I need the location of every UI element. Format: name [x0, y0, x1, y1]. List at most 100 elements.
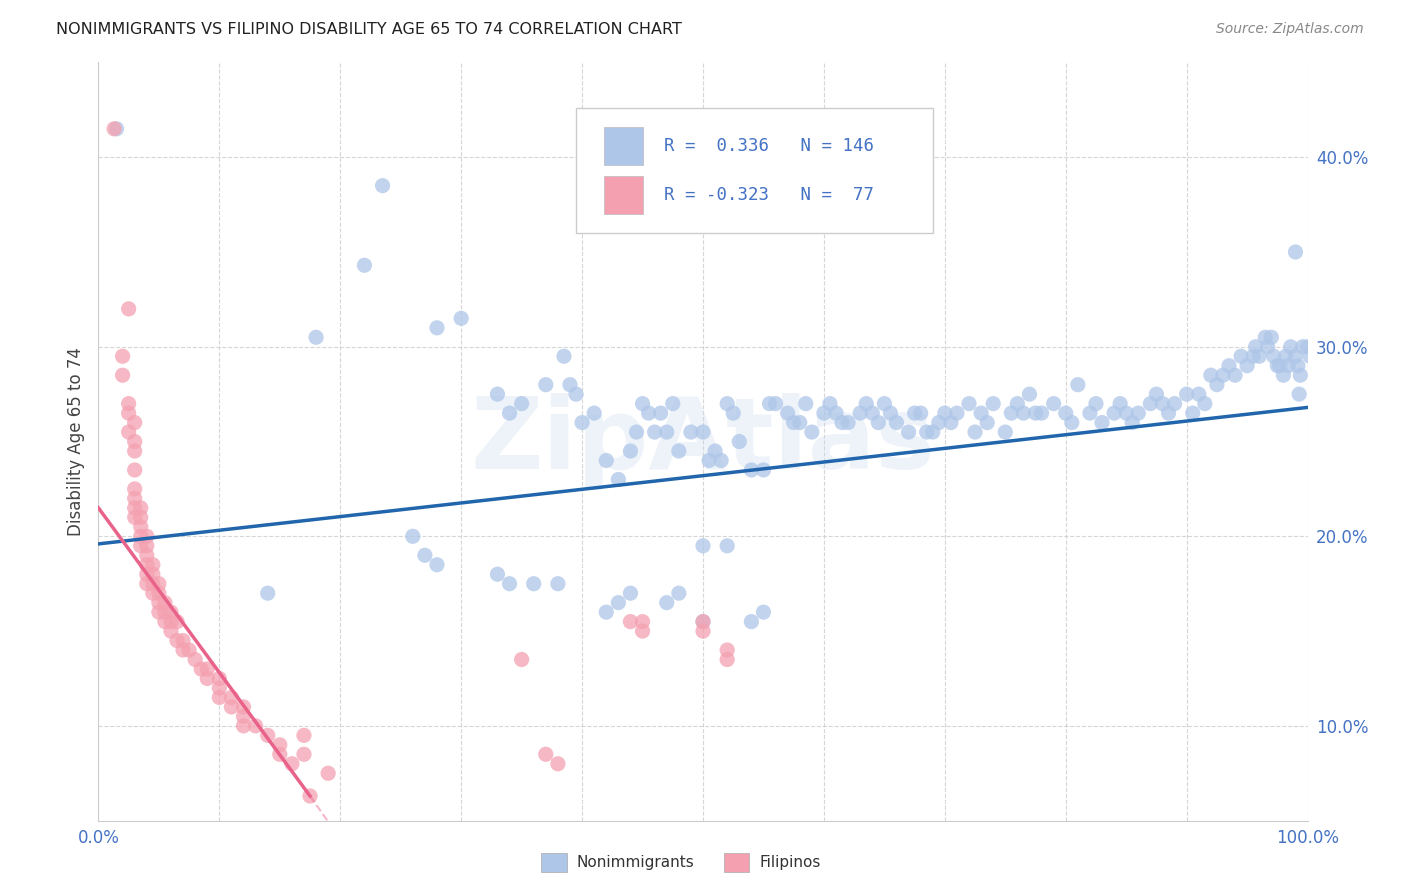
Point — [758, 396, 780, 410]
Point — [1289, 368, 1312, 383]
Point — [631, 624, 654, 639]
Point — [1296, 340, 1319, 354]
Point — [148, 576, 170, 591]
Point — [825, 406, 848, 420]
Point — [607, 596, 630, 610]
Point — [1236, 359, 1258, 373]
Point — [256, 728, 278, 742]
Point — [1279, 340, 1302, 354]
Bar — [603, 176, 643, 214]
Point — [946, 406, 969, 420]
Point — [135, 558, 157, 572]
Point — [1292, 340, 1315, 354]
Point — [269, 738, 291, 752]
Point — [221, 690, 243, 705]
Point — [118, 301, 141, 316]
Point — [160, 615, 183, 629]
Point — [1267, 359, 1289, 373]
Point — [1286, 359, 1309, 373]
Text: Source: ZipAtlas.com: Source: ZipAtlas.com — [1216, 22, 1364, 37]
Point — [124, 463, 146, 477]
Point — [153, 605, 176, 619]
Text: Filipinos: Filipinos — [759, 855, 821, 870]
Point — [1115, 406, 1137, 420]
Point — [124, 444, 146, 458]
Point — [179, 643, 201, 657]
Point — [190, 662, 212, 676]
Point — [1288, 387, 1310, 401]
Point — [371, 178, 394, 193]
Point — [1054, 406, 1077, 420]
Point — [571, 416, 593, 430]
Point — [1109, 396, 1132, 410]
Point — [208, 672, 231, 686]
Point — [353, 258, 375, 272]
Y-axis label: Disability Age 65 to 74: Disability Age 65 to 74 — [66, 347, 84, 536]
Point — [160, 624, 183, 639]
Point — [619, 586, 641, 600]
Point — [776, 406, 799, 420]
Point — [800, 425, 823, 439]
Point — [129, 500, 152, 515]
Point — [716, 396, 738, 410]
Point — [1241, 349, 1264, 363]
Point — [644, 425, 666, 439]
Point — [765, 396, 787, 410]
Point — [1031, 406, 1053, 420]
Point — [534, 377, 557, 392]
Point — [1042, 396, 1064, 410]
Point — [1194, 396, 1216, 410]
Point — [129, 510, 152, 524]
Point — [655, 425, 678, 439]
Point — [129, 529, 152, 543]
Point — [256, 586, 278, 600]
Point — [697, 453, 720, 467]
Point — [402, 529, 425, 543]
Point — [124, 491, 146, 506]
Point — [498, 406, 520, 420]
Point — [534, 747, 557, 762]
Point — [1067, 377, 1090, 392]
Point — [450, 311, 472, 326]
FancyBboxPatch shape — [576, 108, 932, 233]
Point — [740, 615, 762, 629]
Point — [1024, 406, 1046, 420]
Point — [1163, 396, 1185, 410]
Point — [692, 615, 714, 629]
Point — [105, 121, 128, 136]
Point — [970, 406, 993, 420]
Point — [553, 349, 575, 363]
Point — [655, 596, 678, 610]
Point — [740, 463, 762, 477]
Point — [172, 643, 194, 657]
Point — [716, 652, 738, 666]
Point — [208, 681, 231, 695]
Point — [1223, 368, 1246, 383]
Point — [915, 425, 938, 439]
Point — [510, 396, 533, 410]
Point — [904, 406, 927, 420]
Point — [1146, 387, 1168, 401]
Point — [292, 728, 315, 742]
Point — [221, 699, 243, 714]
Point — [1152, 396, 1174, 410]
Point — [692, 615, 714, 629]
Point — [118, 425, 141, 439]
Point — [1181, 406, 1204, 420]
Point — [299, 789, 322, 803]
Point — [232, 719, 254, 733]
Point — [619, 615, 641, 629]
Point — [752, 463, 775, 477]
Point — [595, 605, 617, 619]
Point — [142, 567, 165, 582]
Point — [886, 416, 908, 430]
Point — [704, 444, 727, 458]
Point — [135, 567, 157, 582]
Point — [1060, 416, 1083, 430]
Point — [1260, 330, 1282, 344]
Point — [994, 425, 1017, 439]
Point — [1128, 406, 1150, 420]
Point — [868, 416, 890, 430]
Point — [1175, 387, 1198, 401]
Point — [1275, 349, 1298, 363]
